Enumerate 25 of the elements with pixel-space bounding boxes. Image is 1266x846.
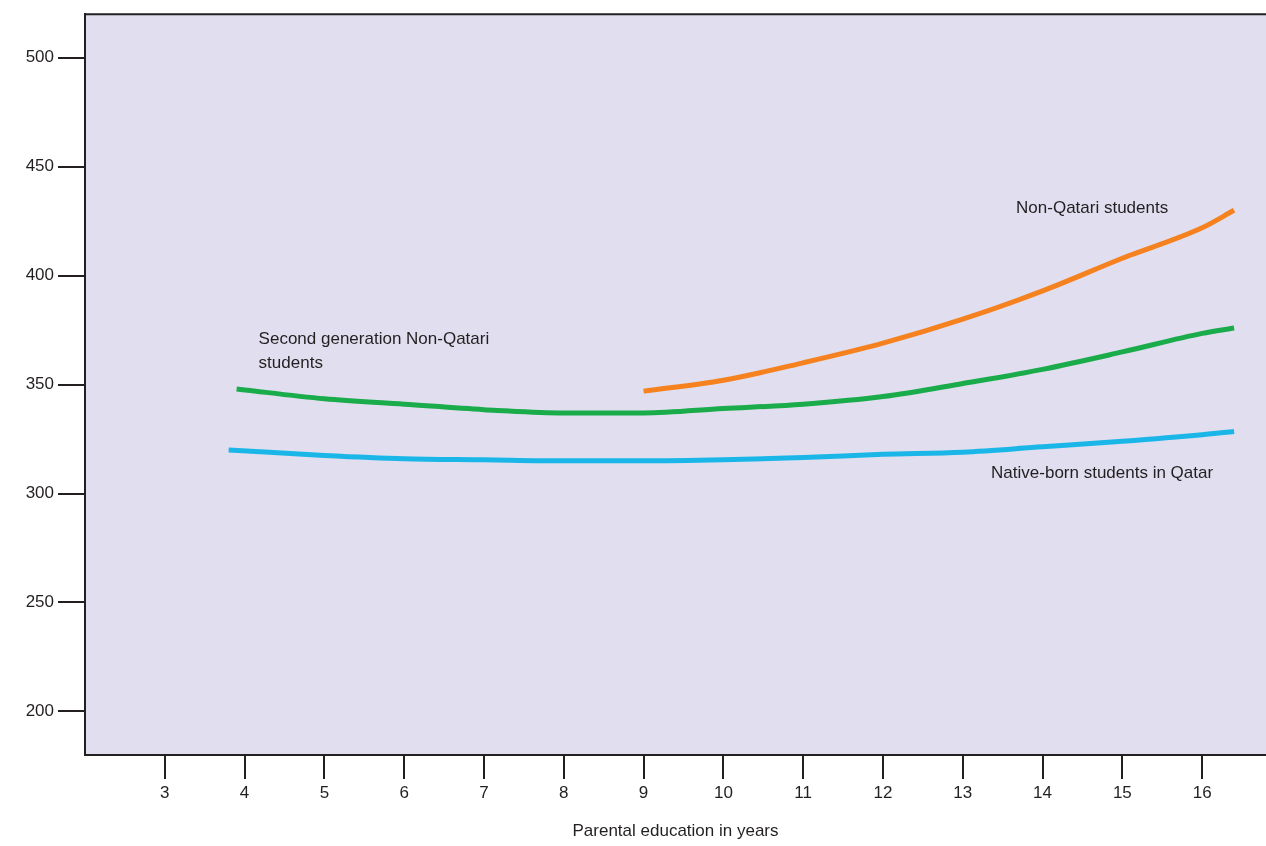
x-tick-label: 8: [559, 782, 569, 802]
x-tick-label: 14: [1033, 782, 1053, 802]
x-tick-label: 5: [319, 782, 330, 802]
x-tick-label: 3: [160, 782, 170, 802]
series-label: Native-born students in Qatar: [991, 463, 1214, 483]
x-tick-label: 7: [479, 782, 489, 802]
x-tick-label: 15: [1112, 782, 1132, 802]
x-tick-label: 11: [794, 782, 812, 802]
series-label: Non-Qatari students: [1016, 197, 1169, 217]
y-tick-label: 300: [25, 483, 54, 503]
x-tick-label: 10: [713, 782, 733, 802]
x-tick-label: 12: [873, 782, 893, 802]
x-tick-label: 4: [239, 782, 250, 802]
y-tick-label: 250: [25, 592, 54, 612]
y-tick-label: 400: [25, 265, 54, 285]
x-axis-title: Parental education in years: [572, 821, 779, 841]
series-label: Second generation Non-Qatari students: [258, 328, 490, 372]
x-tick-label: 16: [1192, 782, 1212, 802]
x-tick-label: 9: [638, 782, 649, 802]
y-tick-label: 200: [25, 701, 54, 721]
x-tick-label: 6: [399, 782, 409, 802]
x-tick-label: 13: [953, 782, 973, 802]
y-tick-label: 500: [25, 47, 54, 67]
y-tick-label: 450: [25, 156, 54, 176]
y-tick-label: 350: [25, 374, 54, 394]
